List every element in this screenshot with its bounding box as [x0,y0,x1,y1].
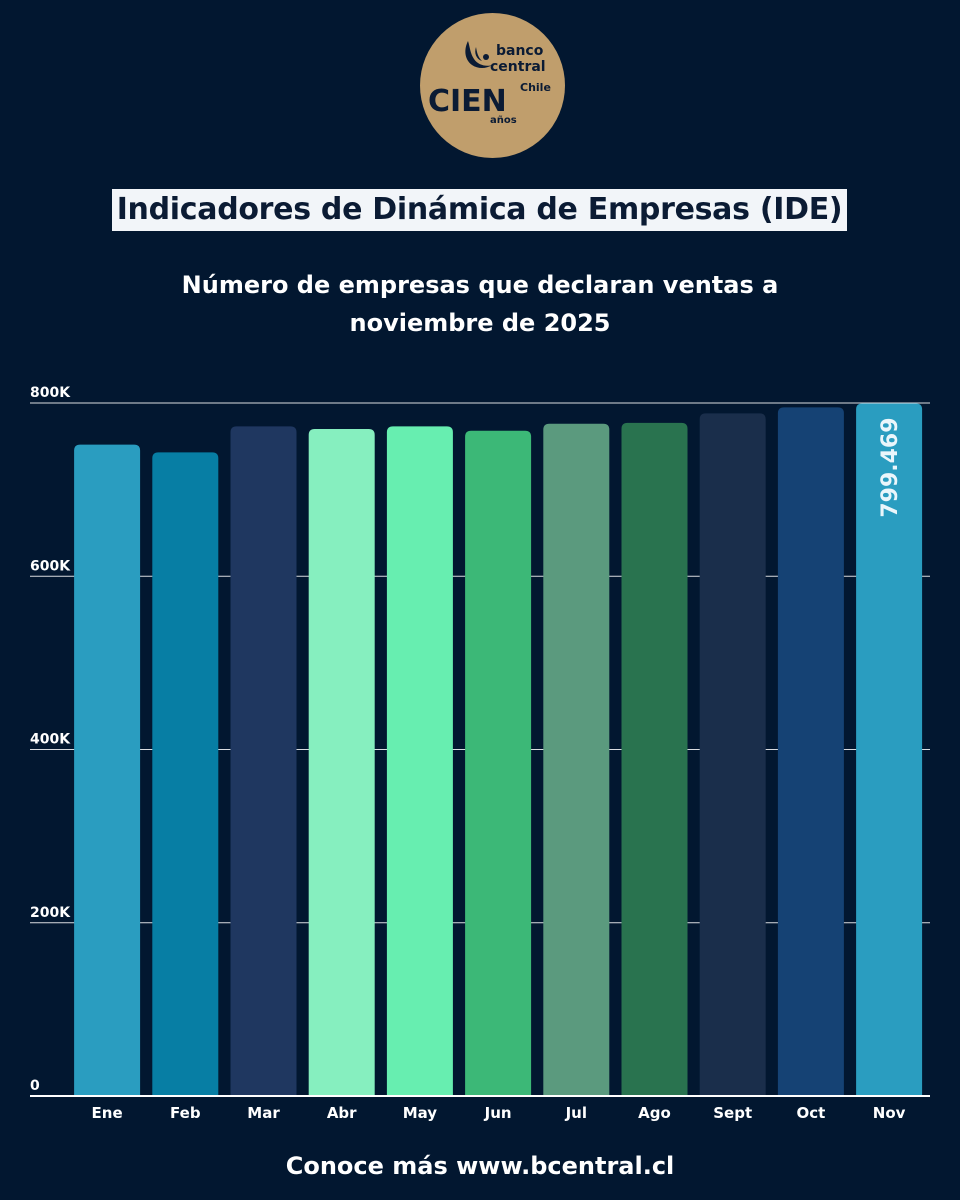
bar-jul[interactable] [543,423,610,1096]
bars [74,403,923,1097]
logo-line-central: central [490,59,546,75]
bar-mar[interactable] [230,426,297,1096]
logo-sub-anos: años [490,115,517,126]
y-tick-label: 400K [30,732,71,748]
bar-nov[interactable] [856,403,923,1097]
x-tick-label: Nov [873,1104,906,1122]
chart-title: Número de empresas que declaran ventas a… [120,266,840,342]
x-tick-label: Mar [247,1104,280,1122]
x-tick-label: Feb [170,1104,201,1122]
bar-jun[interactable] [465,430,532,1097]
data-labels: 799.469 [878,417,903,517]
y-tick-label: 0 [30,1078,40,1094]
chart-title-line-1: Número de empresas que declaran ventas a [181,271,779,299]
footer-link[interactable]: Conoce más www.bcentral.cl [285,1152,675,1180]
logo-mark-cien: CIEN [428,84,507,119]
y-tick-label: 600K [30,558,71,574]
x-tick-label: Sept [713,1104,752,1122]
chart-title-line-2: noviembre de 2025 [349,309,611,337]
y-tick-label: 200K [30,905,71,921]
x-axis-labels: Ene Feb Mar Abr May Jun Jul Ago Sept Oct Nov [92,1104,906,1122]
logo-line-chile: Chile [520,81,551,94]
bar-sept[interactable] [699,413,766,1096]
y-axis-ticks: 0 200K 400K 600K 800K [30,385,71,1094]
x-tick-label: Ene [92,1104,123,1122]
banco-central-cien-anos-logo[interactable]: banco central Chile CIEN años [420,13,565,158]
page-title: Indicadores de Dinámica de Empresas (IDE… [112,189,847,231]
bar-chart: 0 200K 400K 600K 800K Ene Feb Mar Abr May Jun Jul A… [30,385,930,1122]
x-tick-label: Ago [638,1104,671,1122]
x-tick-label: Jul [565,1104,587,1122]
condor-icon [465,41,492,68]
x-tick-label: May [403,1104,438,1122]
bar-oct[interactable] [777,407,844,1096]
x-tick-label: Abr [327,1104,357,1122]
y-tick-label: 800K [30,385,71,401]
bar-feb[interactable] [152,452,219,1097]
x-tick-label: Oct [796,1104,825,1122]
x-tick-label: Jun [484,1104,512,1122]
bar-abr[interactable] [308,428,375,1096]
data-label-nov: 799.469 [878,417,903,517]
logo-line-banco: banco [496,43,544,59]
bar-ene[interactable] [74,444,141,1096]
bar-ago[interactable] [621,422,688,1096]
bar-may[interactable] [386,426,453,1096]
logo-circle [420,13,565,158]
